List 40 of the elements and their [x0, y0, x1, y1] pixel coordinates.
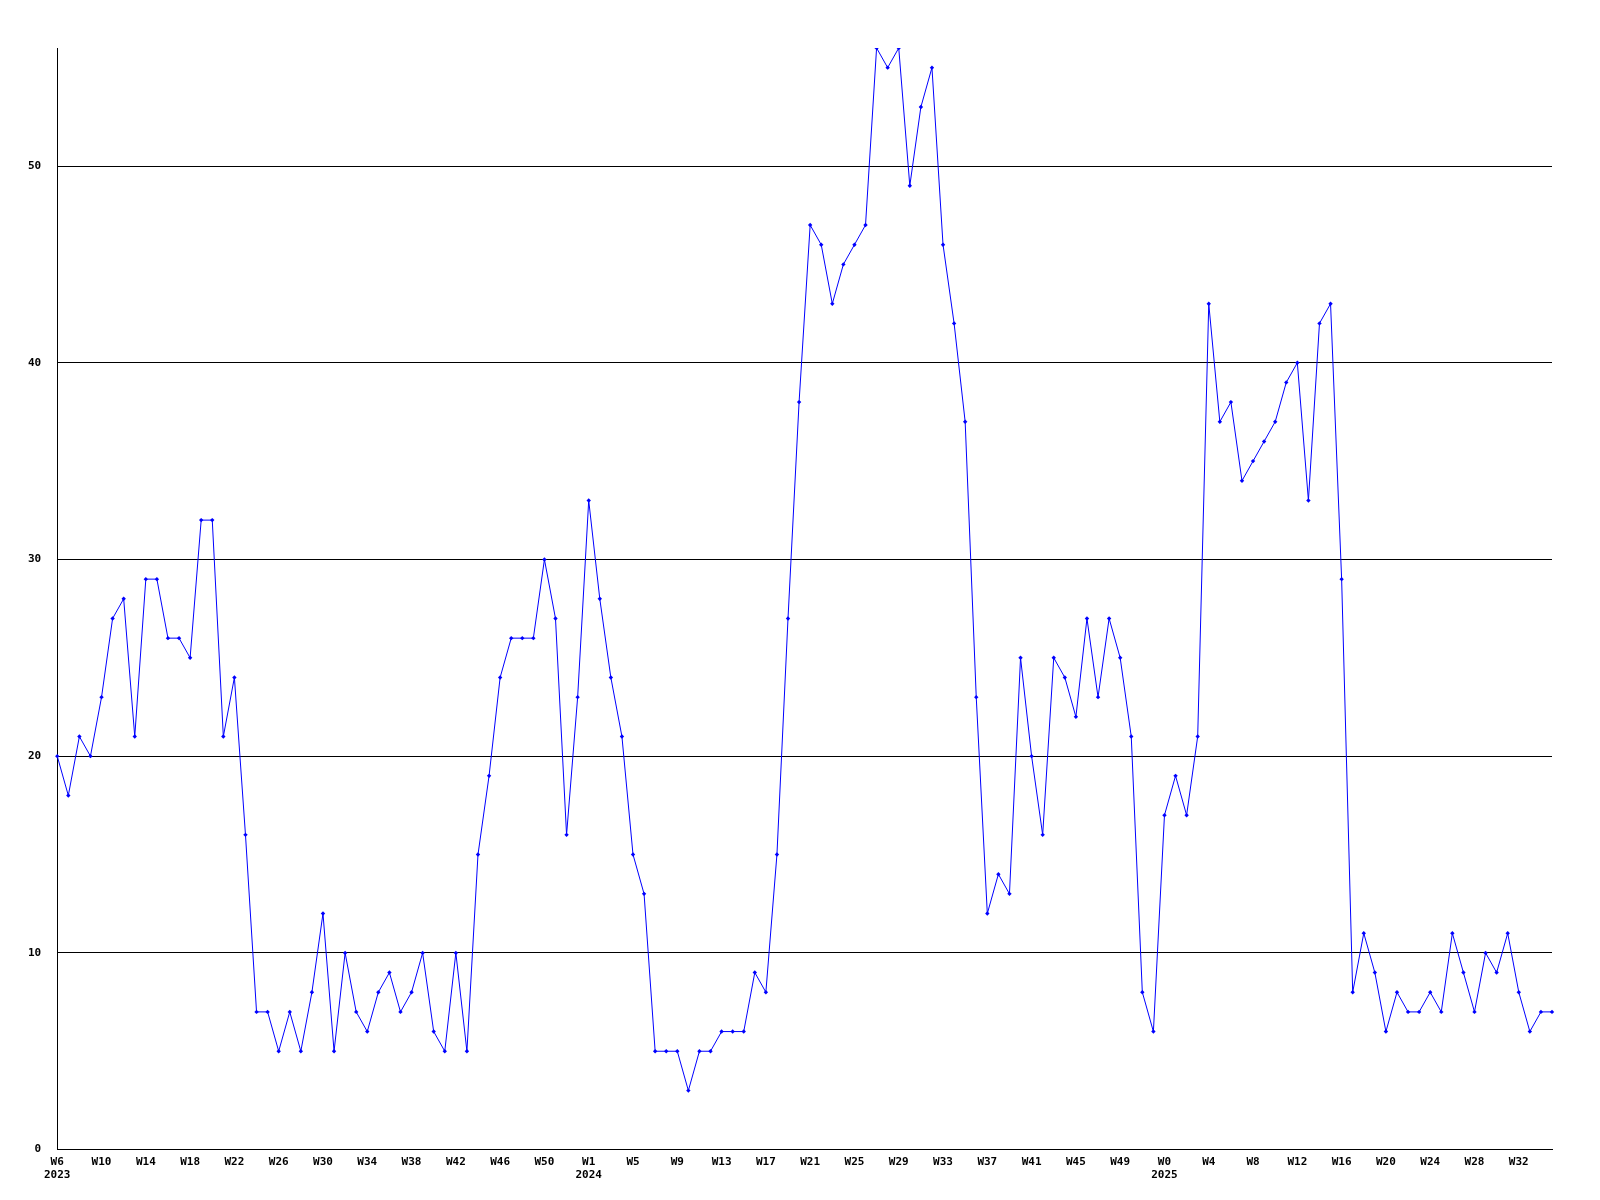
- x-tick-label: W5: [626, 1155, 640, 1169]
- x-tick-label: W34: [357, 1155, 378, 1169]
- x-tick-label: W28: [1464, 1155, 1485, 1169]
- x-tick-label: W30: [313, 1155, 333, 1169]
- x-tick-label: W38: [401, 1155, 422, 1169]
- x-tick-label: W18: [180, 1155, 201, 1169]
- y-tick-label: 20: [28, 749, 42, 763]
- x-tick-label: W14: [135, 1155, 157, 1169]
- x-tick-label: W32: [1508, 1155, 1529, 1169]
- x-tick-label: W8: [1246, 1155, 1260, 1169]
- x-tick-label: W42: [445, 1155, 466, 1169]
- y-tick-label: 30: [28, 552, 42, 566]
- x-tick-label: W12: [1287, 1155, 1308, 1169]
- x-tick-label: W45: [1065, 1155, 1086, 1169]
- y-tick-label: 40: [28, 355, 42, 369]
- x-tick-label: W46: [490, 1155, 511, 1169]
- x-tick-label: W26: [268, 1155, 289, 1169]
- x-tick-label: W20: [1375, 1155, 1396, 1169]
- x-tick-label: W37: [977, 1155, 998, 1169]
- y-tick-label: 0: [34, 1142, 42, 1156]
- y-tick-label: 10: [28, 945, 42, 959]
- x-tick-label: W21: [800, 1155, 821, 1169]
- x-tick-label: W17: [755, 1155, 776, 1169]
- x-tick-label: W41: [1021, 1155, 1042, 1169]
- x-tick-label: W4: [1202, 1155, 1216, 1169]
- x-tick-label: W25: [844, 1155, 865, 1169]
- x-tick-label: W24: [1420, 1155, 1441, 1169]
- x-tick-label: W9: [670, 1155, 684, 1169]
- x-tick-label: W0 2025: [1151, 1155, 1178, 1182]
- y-tick-label: 50: [28, 158, 42, 172]
- x-tick-label: W33: [933, 1155, 953, 1169]
- x-tick-label: W16: [1331, 1155, 1352, 1169]
- x-tick-label: W29: [888, 1155, 909, 1169]
- x-tick-label: W6 2023: [44, 1155, 71, 1182]
- x-tick-label: W22: [224, 1155, 245, 1169]
- x-tick-label: W10: [91, 1155, 112, 1169]
- x-tick-label: W1 2024: [575, 1155, 603, 1182]
- x-tick-label: W13: [711, 1155, 732, 1169]
- x-tick-label: W49: [1110, 1155, 1131, 1169]
- x-tick-label: W50: [534, 1155, 555, 1169]
